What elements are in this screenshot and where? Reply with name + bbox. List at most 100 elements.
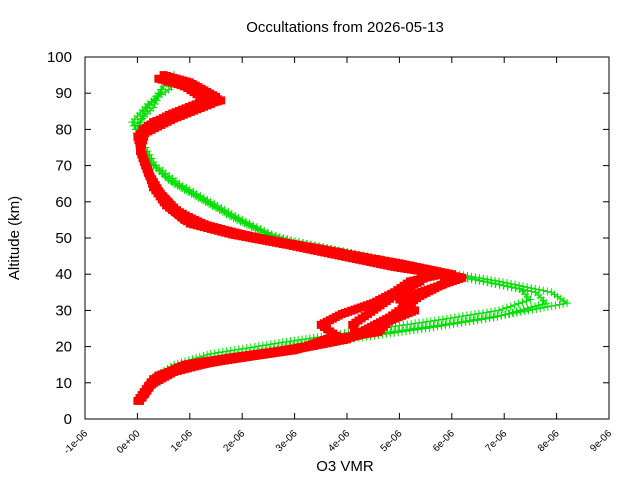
data-point-plus [278, 338, 287, 347]
data-point-plus [426, 317, 435, 326]
y-tick-label: 60 [55, 194, 72, 211]
data-point-plus [495, 280, 504, 289]
data-point-plus [446, 314, 455, 323]
data-point-square [170, 78, 179, 87]
data-point-plus [235, 215, 244, 224]
data-point-plus [474, 309, 483, 318]
data-point-plus [210, 202, 219, 211]
data-point-plus [540, 303, 549, 312]
data-point-plus [493, 311, 502, 320]
data-point-plus [510, 300, 519, 309]
data-point-plus [473, 315, 482, 324]
data-point-plus [206, 200, 215, 209]
chart-title: Occultations from 2026-05-13 [246, 19, 444, 36]
data-point-plus [149, 103, 158, 112]
data-point-plus [398, 326, 407, 335]
series-group [128, 71, 572, 405]
data-point-plus [490, 307, 499, 316]
data-point-plus [178, 184, 187, 193]
data-point-plus [514, 299, 523, 308]
data-point-plus [415, 318, 424, 327]
data-point-plus [507, 283, 516, 292]
data-point-plus [262, 340, 271, 349]
data-point-plus [489, 312, 498, 321]
data-point-plus [417, 323, 426, 332]
y-tick-label: 40 [55, 266, 72, 283]
data-point-plus [421, 323, 430, 332]
data-point-plus [185, 188, 194, 197]
data-point-plus [482, 308, 491, 317]
data-point-plus [520, 307, 529, 316]
data-point-plus [485, 313, 494, 322]
data-point-plus [454, 312, 463, 321]
data-point-plus [499, 281, 508, 290]
data-point-plus [413, 324, 422, 333]
data-point-plus [257, 226, 266, 235]
data-point-plus [522, 296, 531, 305]
data-point-plus [220, 208, 229, 217]
data-point-plus [465, 316, 474, 325]
series-layer [128, 71, 572, 405]
data-point-plus [486, 307, 495, 316]
data-point-plus [434, 315, 443, 324]
data-point-plus [502, 303, 511, 312]
data-point-plus [409, 324, 418, 333]
y-tick-label: 0 [64, 411, 72, 428]
data-point-plus [531, 284, 540, 293]
data-point-plus [429, 321, 438, 330]
data-point-plus [238, 217, 247, 226]
data-point-plus [483, 277, 492, 286]
data-point-plus [497, 311, 506, 320]
data-point-plus [224, 210, 233, 219]
data-point-plus [168, 178, 177, 187]
data-point-plus [536, 304, 545, 313]
data-point-square [154, 74, 163, 83]
data-point-plus [192, 192, 201, 201]
data-point-plus [189, 190, 198, 199]
data-point-plus [524, 306, 533, 315]
data-point-plus [467, 274, 476, 283]
data-point-plus [449, 318, 458, 327]
data-point-plus [481, 313, 490, 322]
data-point-plus [246, 221, 255, 230]
data-point-plus [425, 322, 434, 331]
data-point-plus [227, 212, 236, 221]
data-point-plus [442, 314, 451, 323]
y-tick-label: 10 [55, 375, 72, 392]
y-tick-label: 90 [55, 85, 72, 102]
data-point-plus [249, 223, 258, 232]
data-point-plus [543, 302, 552, 311]
data-point-plus [294, 336, 303, 345]
data-point-plus [386, 327, 395, 336]
data-point-plus [555, 300, 564, 309]
data-point-plus [491, 279, 500, 288]
data-point-plus [453, 318, 462, 327]
y-tick-label: 30 [55, 302, 72, 319]
data-point-plus [206, 349, 215, 358]
x-axis-label: O3 VMR [316, 458, 374, 475]
data-point-plus [518, 298, 527, 307]
data-point-square [159, 71, 168, 80]
data-point-plus [226, 346, 235, 355]
data-point-plus [203, 198, 212, 207]
data-point-plus [418, 318, 427, 327]
data-point-plus [498, 305, 507, 314]
data-point-plus [479, 277, 488, 286]
y-tick-label: 80 [55, 121, 72, 138]
data-point-plus [535, 285, 544, 294]
data-point-plus [477, 314, 486, 323]
data-point-plus [509, 309, 518, 318]
data-point-plus [470, 310, 479, 319]
data-point-plus [478, 308, 487, 317]
data-point-plus [532, 304, 541, 313]
data-point-plus [437, 320, 446, 329]
data-point-plus [217, 206, 226, 215]
y-tick-label: 50 [55, 230, 72, 247]
data-point-plus [157, 85, 166, 94]
data-point-plus [395, 321, 404, 330]
data-point-plus [266, 340, 275, 349]
data-point-plus [270, 339, 279, 348]
data-point-plus [422, 317, 431, 326]
data-point-plus [457, 317, 466, 326]
data-point-plus [394, 326, 403, 335]
